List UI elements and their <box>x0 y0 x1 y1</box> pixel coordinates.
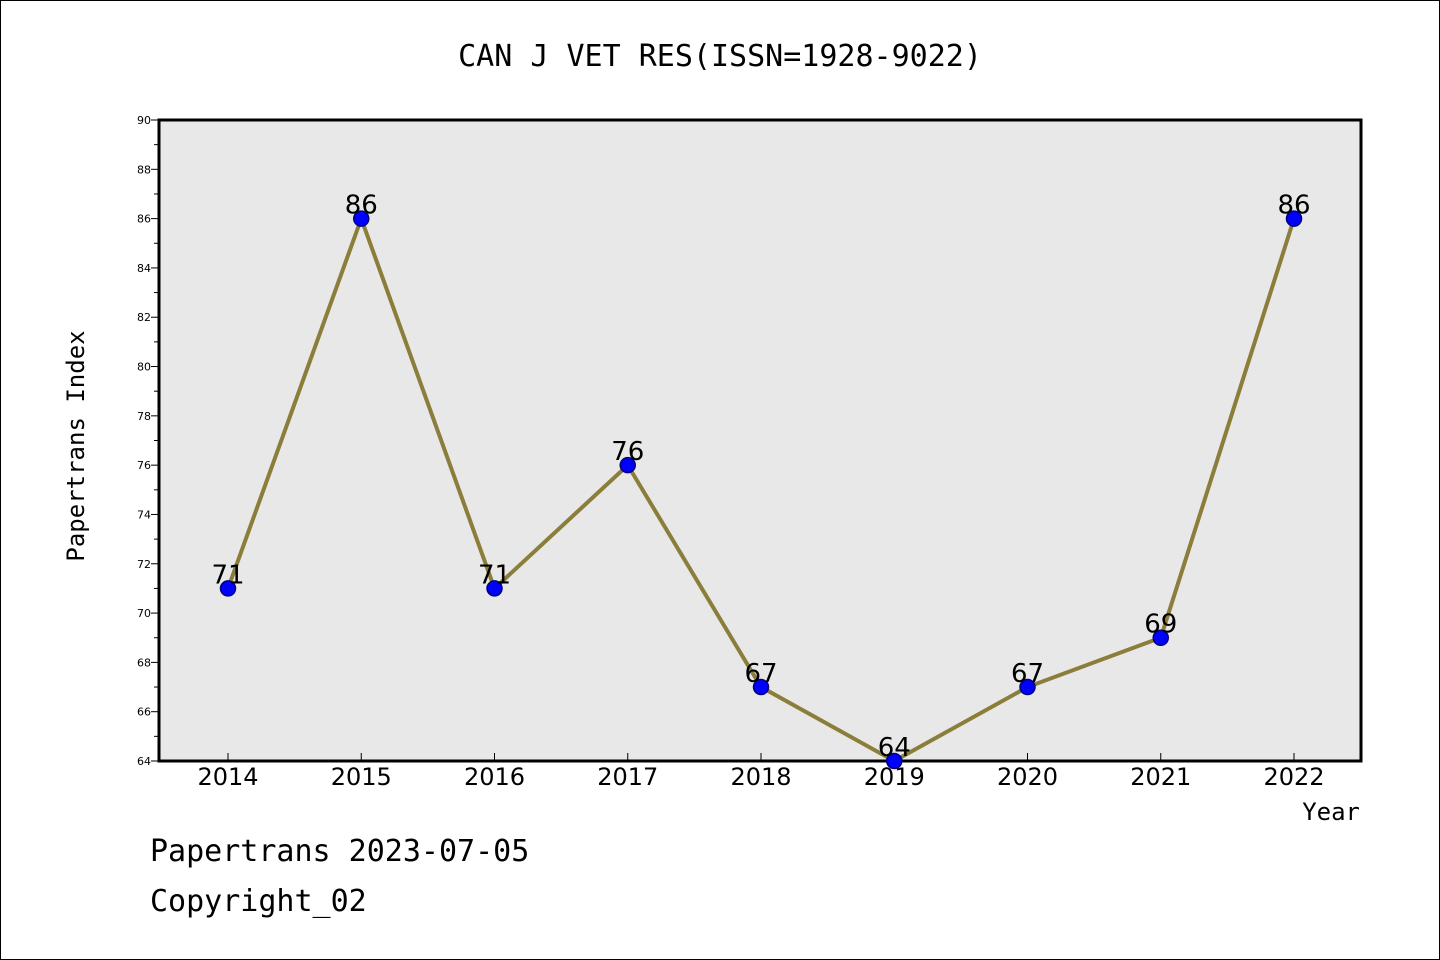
data-label: 67 <box>744 659 777 689</box>
data-label: 71 <box>211 560 244 590</box>
y-tick-label: 76 <box>137 459 151 472</box>
data-point <box>1285 210 1303 227</box>
footer-copyright: Copyright_02 <box>150 884 367 919</box>
x-tick-label: 2021 <box>1130 763 1191 791</box>
data-label: 86 <box>345 191 378 221</box>
y-tick-label: 86 <box>137 213 151 226</box>
data-label: 86 <box>1277 191 1310 221</box>
y-tick-label: 64 <box>137 755 151 768</box>
x-tick-label: 2020 <box>997 763 1058 791</box>
y-axis-ticks: 64 66 68 70 72 74 76 78 80 82 84 86 88 90 <box>137 114 159 768</box>
x-axis-ticks: 2014 2015 2016 2017 2018 2019 2020 2021 2022 <box>197 753 1325 791</box>
footer-date: Papertrans 2023-07-05 <box>150 834 530 869</box>
y-tick-label: 82 <box>137 311 151 324</box>
data-label: 71 <box>478 560 511 590</box>
data-label: 69 <box>1144 610 1177 640</box>
x-tick-label: 2016 <box>464 763 525 791</box>
y-tick-label: 66 <box>137 706 151 719</box>
data-point <box>219 580 237 597</box>
data-point <box>886 752 903 770</box>
y-tick-label: 80 <box>137 361 151 374</box>
data-point <box>353 210 370 227</box>
x-tick-label: 2015 <box>331 763 392 791</box>
data-label: 76 <box>611 437 644 467</box>
y-tick-label: 78 <box>137 410 151 423</box>
data-point <box>1152 629 1169 646</box>
data-point <box>619 456 636 474</box>
x-tick-label: 2018 <box>730 763 791 791</box>
y-tick-label: 84 <box>137 262 151 275</box>
data-points <box>219 210 1303 770</box>
chart-title: CAN J VET RES(ISSN=1928-9022) <box>458 39 982 74</box>
y-axis-label: Papertrans Index <box>62 330 90 561</box>
data-point <box>1019 678 1036 696</box>
data-label: 64 <box>878 733 911 763</box>
y-tick-label: 72 <box>137 558 151 571</box>
y-tick-label: 70 <box>137 607 151 620</box>
x-axis-label: Year <box>1302 798 1360 826</box>
x-tick-label: 2014 <box>197 763 258 791</box>
y-tick-label: 68 <box>137 656 151 669</box>
data-label: 67 <box>1011 659 1044 689</box>
y-tick-label: 88 <box>137 163 151 176</box>
data-labels: 71 86 71 76 67 64 67 69 86 <box>211 191 1310 763</box>
x-tick-label: 2017 <box>597 763 658 791</box>
x-tick-label: 2022 <box>1263 763 1324 791</box>
data-point <box>486 580 503 597</box>
data-point <box>752 678 770 696</box>
y-tick-label: 74 <box>137 508 151 521</box>
y-tick-label: 90 <box>137 114 151 127</box>
